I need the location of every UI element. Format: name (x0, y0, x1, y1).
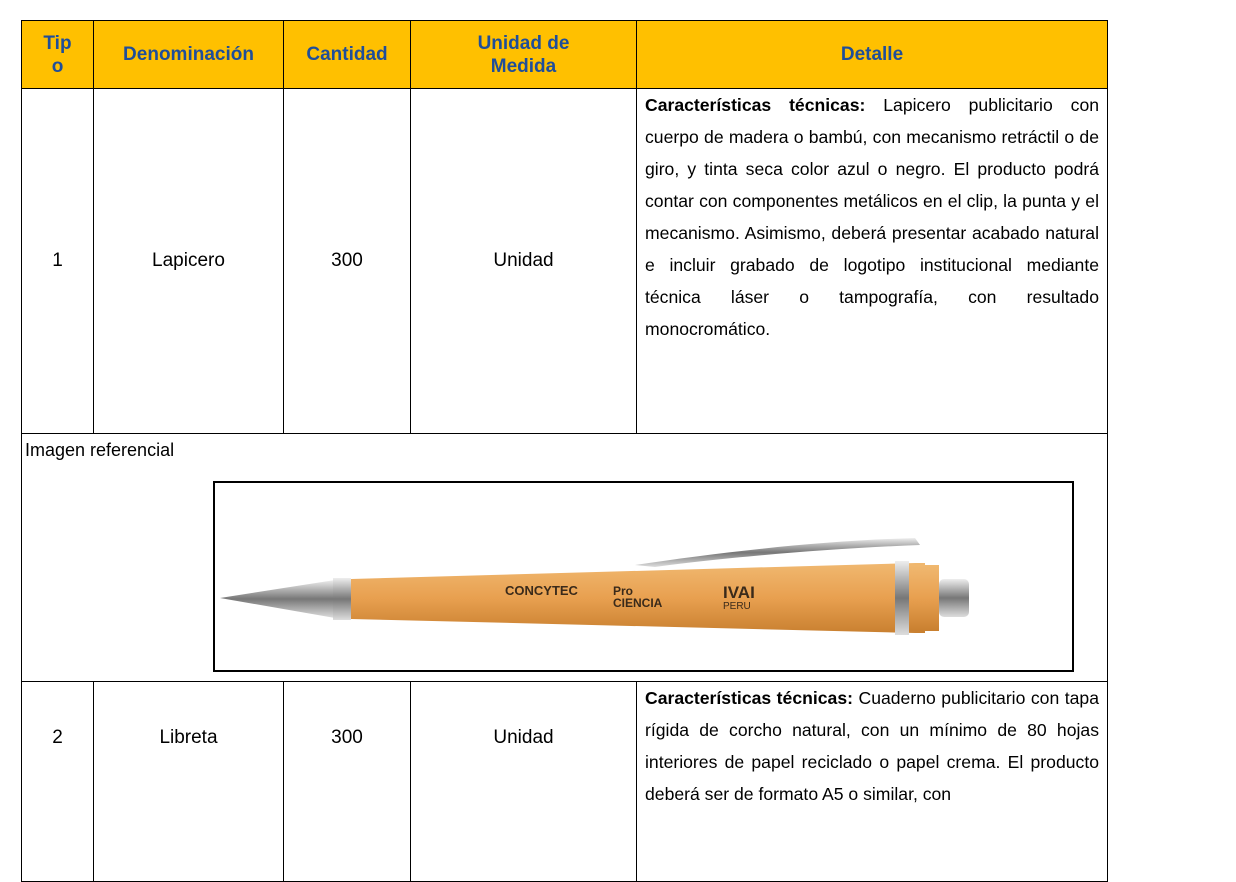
image-caption: Imagen referencial (25, 440, 175, 460)
header-text: Tipo (43, 32, 72, 77)
header-text: Unidad de Medida (477, 32, 570, 77)
cell: Unidad (410, 681, 637, 882)
logo-text: CIENCIA (613, 596, 663, 610)
spec-table: Tipo Denominación Cantidad Unidad de Med… (21, 20, 1108, 882)
row: 2 Libreta 300 Unidad Características téc… (21, 681, 1108, 882)
cell: Unidad (410, 88, 637, 434)
detail-cell: Características técnicas: Lapicero publi… (636, 88, 1108, 434)
header-row: Tipo Denominación Cantidad Unidad de Med… (21, 20, 1108, 89)
logo-text: IVAI (723, 583, 755, 602)
cell: 300 (283, 681, 411, 882)
header-cell: Cantidad (283, 20, 411, 89)
cell: Lapicero (93, 88, 284, 434)
image-cell: Imagen referencial CONCYTEC Pro CIENCIA … (21, 433, 1108, 682)
detail-cell: Características técnicas: Cuaderno publi… (636, 681, 1108, 882)
image-row: Imagen referencial CONCYTEC Pro CIENCIA … (21, 433, 1108, 682)
detail-label: Características técnicas: (645, 688, 853, 708)
cell: Libreta (93, 681, 284, 882)
cell: 2 (21, 681, 94, 882)
row: 1 Lapicero 300 Unidad Características té… (21, 88, 1108, 434)
header-cell: Detalle (636, 20, 1108, 89)
cell: 1 (21, 88, 94, 434)
cell: 300 (283, 88, 411, 434)
detail-label: Características técnicas: (645, 95, 866, 115)
pen-image: CONCYTEC Pro CIENCIA IVAI PERU (220, 538, 969, 635)
header-cell: Tipo (21, 20, 94, 89)
logo-text: Pro (613, 584, 633, 598)
logo-text: CONCYTEC (505, 583, 579, 598)
header-cell: Unidad de Medida (410, 20, 637, 89)
detail-text: Cuaderno publicitario con tapa rígida de… (645, 688, 1099, 804)
header-cell: Denominación (93, 20, 284, 89)
image-frame: CONCYTEC Pro CIENCIA IVAI PERU (213, 481, 1074, 672)
logo-text: PERU (723, 601, 751, 612)
page: Tipo Denominación Cantidad Unidad de Med… (21, 20, 1108, 882)
detail-text: Lapicero publicitario con cuerpo de made… (645, 95, 1100, 339)
